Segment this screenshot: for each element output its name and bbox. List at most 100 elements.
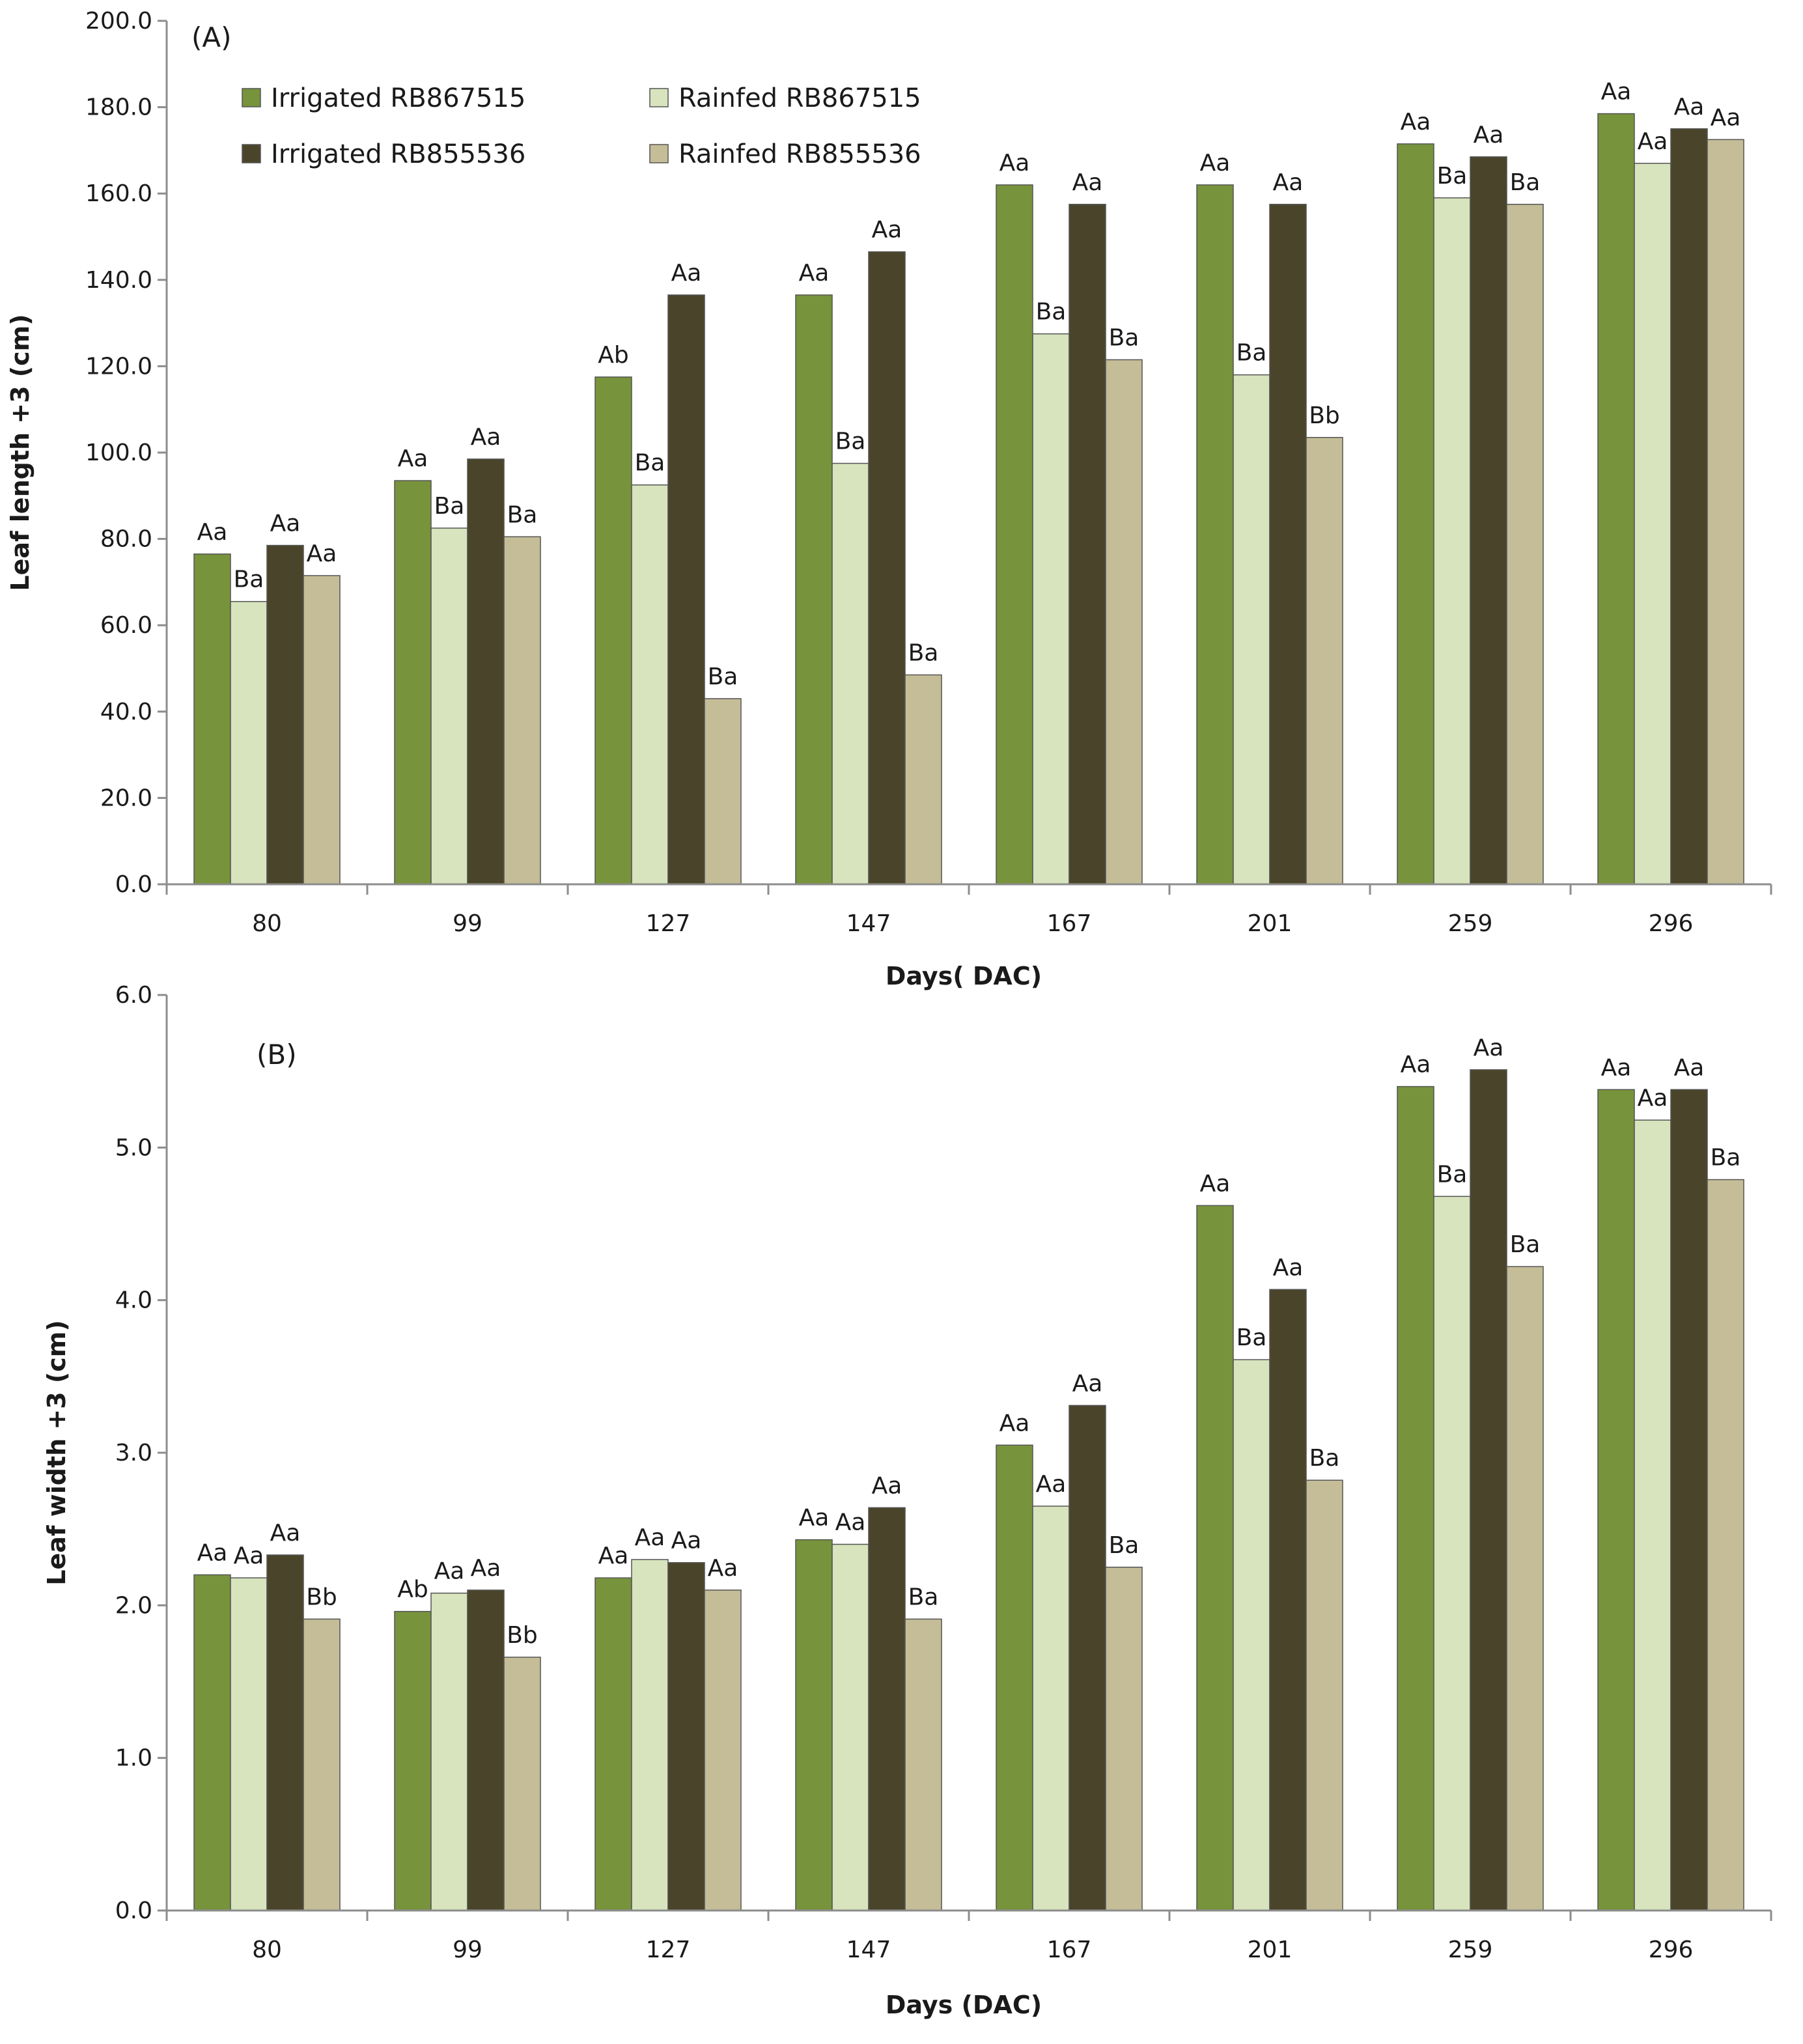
bar [904,674,942,885]
bar-data-label: Aa [1200,150,1231,176]
bar-data-label: Aa [197,519,228,546]
bar [868,251,906,885]
bar-data-label: Ba [234,567,264,593]
y-tick-label: 6.0 [115,982,152,1009]
bar-data-label: Aa [234,1543,264,1569]
x-tick-label: 147 [846,1937,891,1963]
bar [1032,333,1070,885]
bar [1105,359,1143,885]
bar-data-label: Aa [1036,1471,1067,1498]
bar [467,1589,505,1911]
bar [1233,374,1270,885]
y-axis-title: Leaf width +3 (cm) [42,1320,71,1586]
bar-data-label: Aa [999,1410,1030,1436]
x-tick-label: 99 [453,910,482,937]
bar-data-label: Aa [872,1472,902,1499]
x-tick-label: 80 [252,910,282,937]
y-tick-label: 2.0 [115,1592,152,1619]
bar-data-label: Ab [598,342,628,369]
bar [1032,1505,1070,1911]
y-tick-label: 200.0 [85,8,152,35]
bar-data-label: Bb [306,1584,337,1610]
x-tick-label: 296 [1649,910,1694,937]
bar [868,1507,906,1911]
bar-data-label: Aa [799,260,830,287]
x-axis-title: Days( DAC) [886,962,1042,990]
bar [667,1561,705,1911]
legend-entry: Rainfed RB867515 [678,83,921,113]
x-tick-label: 167 [1047,910,1092,937]
bar [1470,1069,1507,1911]
legend-swatch [242,88,261,107]
bar-data-label: Aa [1072,169,1103,196]
bar-data-label: Aa [598,1543,629,1569]
bar-data-label: Bb [507,1622,538,1649]
series-rainfed-rb855536: Bb Bb Aa Ba Ba Ba Ba Ba [303,1145,1744,1911]
bar [704,698,742,885]
bar [1707,139,1744,885]
bar [832,1543,869,1911]
bar-data-label: Aa [708,1555,738,1582]
bar-data-label: Ba [434,493,465,520]
y-tick-label: 5.0 [115,1134,152,1161]
bar [394,1610,432,1911]
bar-data-label: Ba [1437,163,1468,189]
y-tick-label: 160.0 [85,180,152,207]
legend-swatch [649,88,669,107]
bar [667,294,705,885]
bar [594,376,632,885]
bar-data-label: Ba [1510,1231,1541,1258]
y-tick-label: 120.0 [85,353,152,380]
bar [1506,1266,1544,1911]
y-axis-title: Leaf length +3 (cm) [6,314,35,591]
y-tick-label: 0.0 [115,1897,152,1924]
bar [631,1559,669,1911]
bar [1306,1479,1343,1911]
bar-data-label: Bb [1309,402,1340,429]
bar [193,1574,231,1911]
bar [1069,204,1106,885]
bar-data-label: Ba [835,428,866,455]
bar-data-label: Aa [270,511,301,537]
bar-data-label: Aa [799,1505,830,1532]
bar-data-label: Aa [1601,79,1632,105]
bar [1597,113,1635,885]
bar [230,1577,268,1911]
bar-data-label: Ba [1237,1324,1267,1351]
bar [1069,1405,1106,1911]
bar [631,484,669,885]
bar-data-label: Aa [635,1524,665,1551]
bar-data-label: Ba [1711,1145,1741,1171]
bar-data-label: Ab [397,1576,428,1603]
bar-data-label: Ba [1109,1532,1139,1559]
x-tick-label: 296 [1649,1937,1694,1963]
bar [303,1618,341,1911]
x-tick-label: 201 [1248,910,1293,937]
bar [1105,1567,1143,1911]
bar-data-label: Ba [1309,1445,1340,1472]
x-tick-label: 99 [453,1937,482,1963]
legend-swatch [649,144,669,163]
legend-swatch [242,144,261,163]
bar-data-label: Ba [1109,324,1139,351]
y-tick-label: 20.0 [100,785,152,811]
y-tick-label: 40.0 [100,699,152,725]
x-tick-label: 127 [646,1937,691,1963]
panel-tag: (B) [257,1039,297,1071]
series-irrigated-rb867515: Aa Aa Ab Aa Aa Aa Aa Aa [193,79,1635,885]
bar [1670,128,1708,885]
bar [904,1618,942,1911]
bar-data-label: Ba [1237,340,1267,367]
bar [1397,1085,1434,1911]
bar [996,1444,1033,1911]
bar-data-label: Ba [507,501,538,528]
bar [1433,197,1471,885]
bar-data-label: Aa [1474,122,1504,148]
bar [230,600,268,885]
